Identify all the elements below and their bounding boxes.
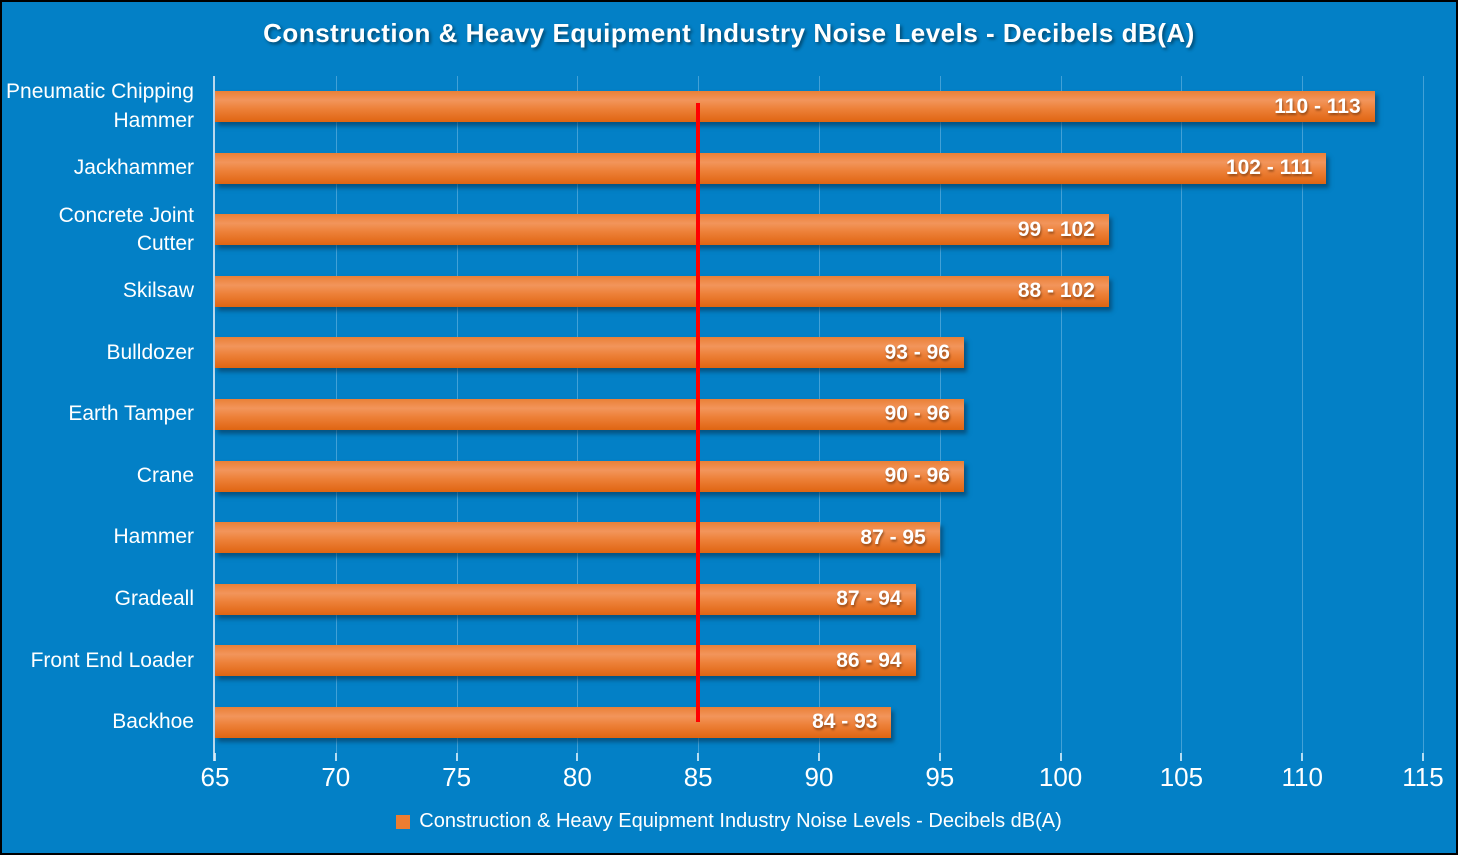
bar-value-label: 93 - 96	[884, 340, 950, 364]
bar: 102 - 111	[215, 152, 1327, 184]
x-axis-labels: 65 70 75 80 85 90 95 100 105 110 115	[201, 762, 1444, 792]
bar-row: 87 - 95	[215, 507, 1423, 569]
category-label: Skilsaw	[122, 279, 194, 303]
axis-tick	[1180, 753, 1183, 761]
gridline	[1423, 76, 1424, 753]
x-axis-label: 90	[804, 762, 834, 792]
category-axis: Pneumatic Chipping Hammer Jackhammer Concr…	[4, 76, 194, 753]
legend: Construction & Heavy Equipment Industry …	[2, 810, 1456, 833]
axis-tick	[455, 753, 458, 761]
axis-tick	[576, 753, 579, 761]
bar-row: 102 - 111	[215, 138, 1423, 200]
bar-value-label: 90 - 96	[884, 402, 950, 426]
bar-row: 87 - 94	[215, 568, 1423, 630]
bar: 99 - 102	[215, 214, 1109, 246]
bar-row: 90 - 96	[215, 445, 1423, 507]
legend-label: Construction & Heavy Equipment Industry …	[419, 810, 1062, 832]
bar-row: 93 - 96	[215, 322, 1423, 384]
axis-tick	[334, 753, 337, 761]
x-axis-label: 65	[200, 762, 230, 792]
bar-value-label: 84 - 93	[812, 710, 878, 734]
x-axis-label: 100	[1038, 762, 1083, 792]
bar-value-label: 86 - 94	[836, 648, 902, 672]
category-label: Gradeall	[114, 586, 194, 610]
gridline	[1060, 76, 1062, 753]
bar: 110 - 113	[215, 91, 1375, 123]
x-axis-label: 105	[1159, 762, 1204, 792]
x-axis-label: 95	[925, 762, 955, 792]
category-label: Front End Loader	[30, 648, 194, 672]
category-label: Backhoe	[112, 710, 194, 734]
threshold-line	[696, 102, 701, 723]
axis-tick	[938, 753, 941, 761]
bar: 87 - 95	[215, 522, 940, 554]
category-label: Hammer	[113, 525, 194, 549]
axis-tick	[1422, 753, 1424, 761]
gridline	[1181, 76, 1183, 753]
bar-value-label: 87 - 94	[836, 587, 902, 611]
axis-tick	[1301, 753, 1304, 761]
bar-value-label: 99 - 102	[1017, 217, 1095, 241]
bar: 90 - 96	[215, 398, 964, 430]
bar-row: 90 - 96	[215, 384, 1423, 446]
axis-tick	[214, 753, 216, 761]
axis-tick	[1059, 753, 1062, 761]
bar-row: 84 - 93	[215, 691, 1423, 753]
x-axis-label: 80	[562, 762, 592, 792]
axis-tick	[818, 753, 820, 761]
bar: 86 - 94	[215, 645, 916, 677]
category-label: Jackhammer	[73, 156, 194, 180]
y-axis-line	[213, 76, 215, 761]
x-axis-label: 70	[321, 762, 351, 792]
bar-row: 88 - 102	[215, 261, 1423, 323]
bar-value-label: 88 - 102	[1017, 279, 1095, 303]
category-label: Pneumatic Chipping Hammer	[6, 80, 194, 132]
x-axis-label: 110	[1281, 762, 1323, 792]
x-axis-label: 115	[1402, 762, 1444, 792]
bar-value-label: 90 - 96	[884, 464, 950, 488]
category-label: Concrete Joint Cutter	[58, 203, 194, 255]
chart-title: Construction & Heavy Equipment Industry …	[263, 18, 1195, 48]
x-axis-label: 75	[442, 762, 472, 792]
legend-marker-icon	[396, 814, 411, 829]
bar: 93 - 96	[215, 337, 964, 369]
bar-value-label: 102 - 111	[1225, 156, 1313, 180]
bar-row: 110 - 113	[215, 76, 1423, 138]
bar: 90 - 96	[215, 460, 964, 492]
bar: 84 - 93	[215, 706, 892, 738]
bar: 87 - 94	[215, 583, 916, 615]
bar: 88 - 102	[215, 275, 1109, 307]
bar-row: 99 - 102	[215, 199, 1423, 261]
category-label: Bulldozer	[106, 340, 194, 364]
plot-area: 110 - 113 102 - 111 99 - 102 88 - 102 93 - 9…	[213, 76, 1424, 761]
axis-tick	[697, 753, 700, 761]
x-axis-label: 85	[683, 762, 713, 792]
bar-row: 86 - 94	[215, 630, 1423, 692]
gridline	[1302, 76, 1304, 753]
category-label: Earth Tamper	[68, 402, 194, 426]
category-label: Crane	[136, 463, 194, 487]
bar-value-label: 110 - 113	[1274, 94, 1361, 118]
bar-value-label: 87 - 95	[860, 525, 926, 549]
